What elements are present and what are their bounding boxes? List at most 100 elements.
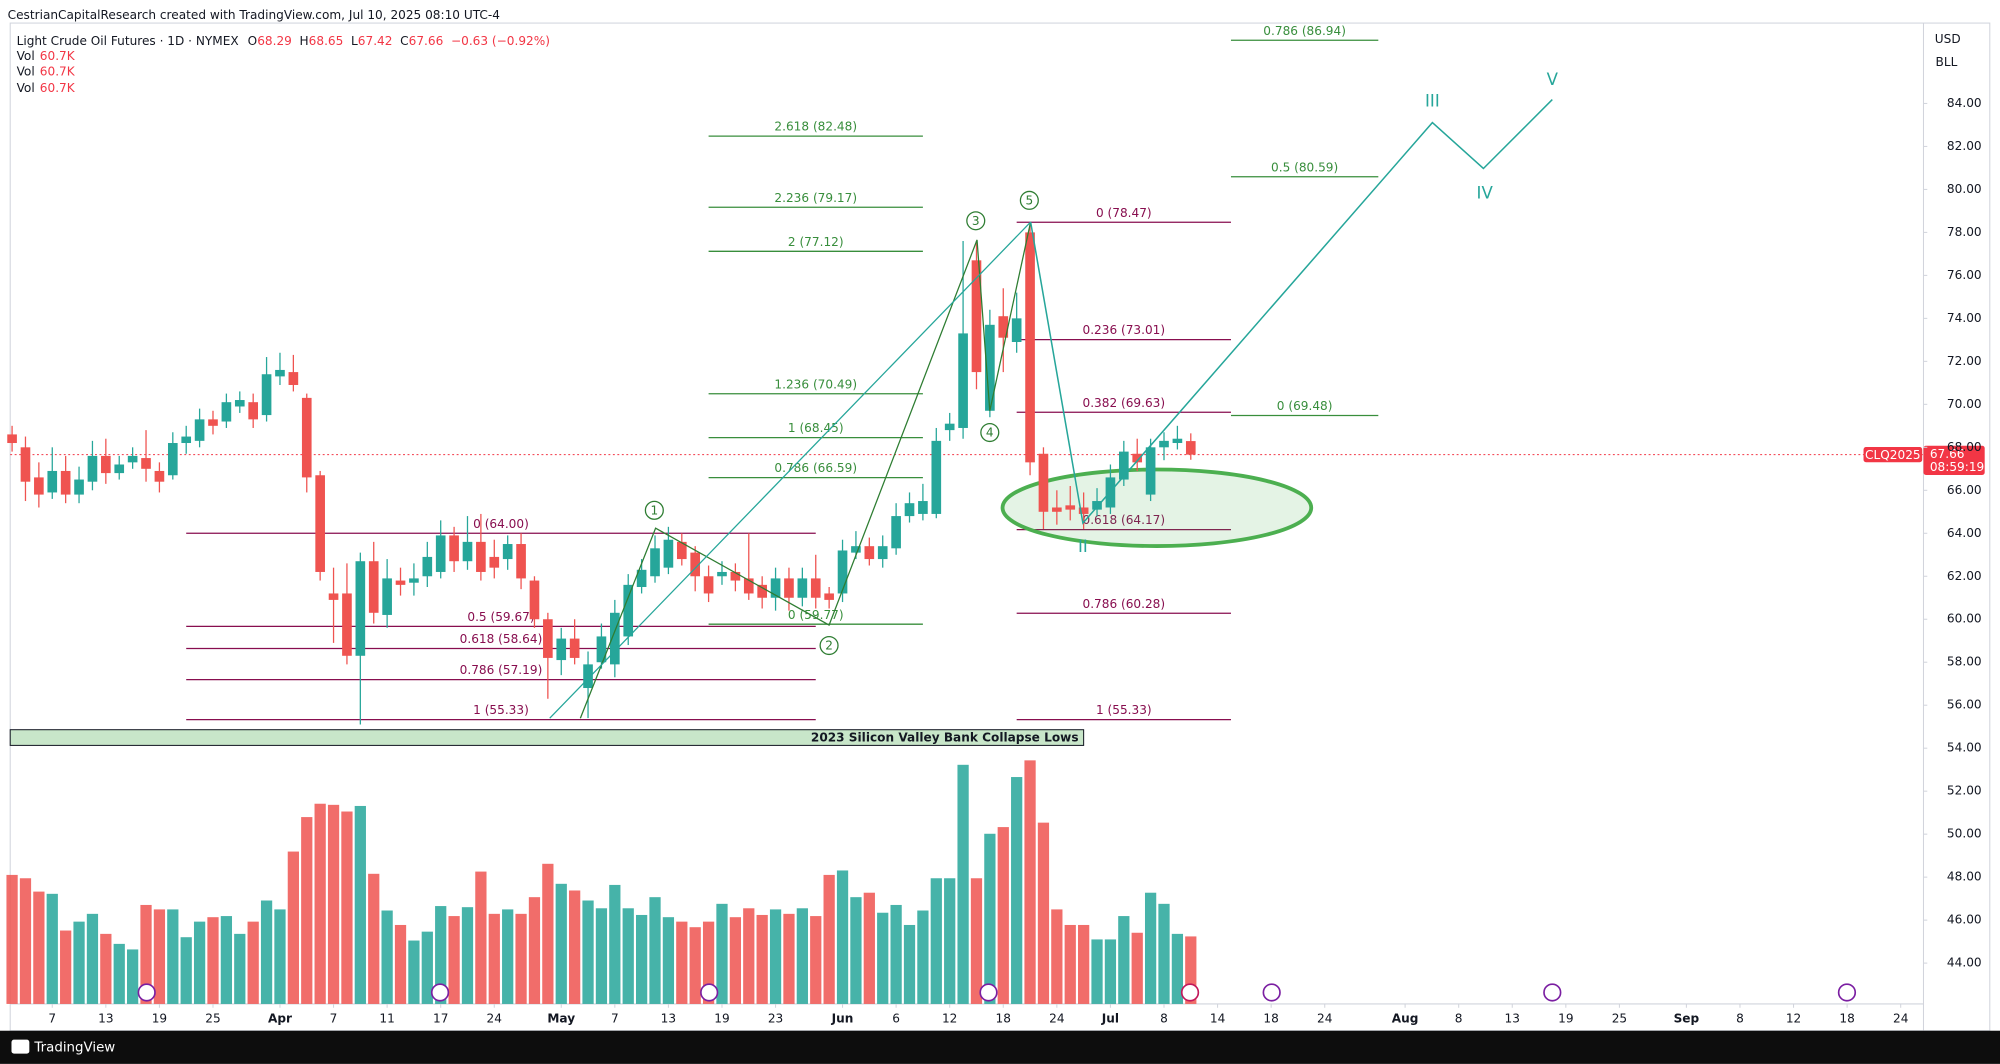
x-tick-label: 18 [1263, 1012, 1278, 1026]
candle-body [757, 584, 767, 598]
volume-bar [180, 937, 192, 1004]
volume-bar [1158, 903, 1170, 1004]
volume-bar [100, 933, 112, 1004]
candle-body [208, 419, 218, 426]
volume-bar [528, 897, 541, 1004]
x-tick-label: 14 [1210, 1012, 1226, 1026]
candle-body [985, 324, 995, 411]
volume-bar [944, 878, 956, 1004]
wave-label: 5 [1025, 194, 1033, 208]
x-tick-label: May [547, 1012, 575, 1026]
currency[interactable]: USD [1935, 32, 1961, 46]
volume-bar [33, 891, 45, 1004]
event-icon[interactable] [1180, 983, 1200, 1002]
volume-bar [301, 817, 313, 1004]
candle-body [1065, 505, 1076, 510]
volume-bar [368, 873, 380, 1004]
price-tag [1923, 445, 1985, 476]
fib-layer: 2.618 (82.48) 2.236 (79.17) 2 (77.12) 1.236… [186, 24, 1379, 721]
volume-bar [341, 811, 353, 1004]
candle-body [462, 541, 473, 562]
brand-logo [11, 1039, 30, 1054]
volume-bar [542, 863, 554, 1004]
volume-bar [756, 914, 768, 1004]
y-tick-label: 72.00 [1947, 354, 1982, 368]
wave-count-line [579, 221, 1032, 719]
volume-bar [394, 924, 407, 1004]
volume-bar [260, 900, 273, 1004]
x-tick-label: 19 [714, 1012, 729, 1026]
candle-body [529, 580, 540, 620]
y-tick-label: 60.00 [1947, 612, 1982, 626]
volume-bar [1185, 936, 1197, 1004]
x-tick-label: Aug [1392, 1012, 1419, 1026]
candle-body [636, 569, 647, 588]
candle-body [382, 578, 392, 615]
candle-body [770, 578, 781, 598]
y-tick-label: 82.00 [1947, 139, 1982, 153]
event-icon[interactable] [137, 983, 156, 1002]
price-tag-value: 67.66 [1930, 447, 1965, 461]
candle-body [1159, 440, 1169, 448]
candle-body [502, 544, 513, 560]
x-tick-label: Sep [1674, 1012, 1700, 1026]
fib-label: 1 (55.33) [473, 703, 529, 717]
volume-bar [488, 913, 500, 1004]
event-icon[interactable] [700, 983, 719, 1002]
volume-bar [1091, 939, 1103, 1004]
event-icon[interactable] [1543, 983, 1562, 1002]
candle-body [717, 571, 727, 577]
volume-bar [1104, 939, 1117, 1004]
volume-bar [60, 930, 72, 1004]
y-tick-label: 46.00 [1947, 913, 1982, 927]
candle-body [489, 556, 500, 568]
volume-bar [890, 904, 902, 1004]
candle-body [743, 578, 754, 594]
candle-body [1145, 447, 1156, 495]
candle-body [703, 576, 714, 594]
event-icon[interactable] [979, 983, 998, 1002]
fib-label: 0 (69.48) [1277, 399, 1333, 413]
fib-label: 0.786 (57.19) [460, 663, 543, 677]
wave-channel-line [549, 221, 1032, 719]
x-tick-label: 12 [942, 1012, 957, 1026]
volume-bar [167, 909, 179, 1004]
fib-label: 2.236 (79.17) [774, 191, 857, 205]
x-tick-label: 19 [152, 1012, 167, 1026]
y-tick-label: 80.00 [1947, 182, 1982, 196]
candle-body [328, 593, 339, 600]
candle-body [837, 550, 848, 594]
candle-body [288, 372, 299, 385]
volume-bar [582, 900, 594, 1004]
event-icon[interactable] [430, 983, 450, 1002]
volume-bar [957, 764, 969, 1004]
event-icon[interactable] [1837, 983, 1857, 1002]
wave-projection-line [1029, 99, 1553, 525]
fib-label: 0.786 (60.28) [1082, 597, 1165, 611]
candle-body [1118, 451, 1129, 480]
event-icon[interactable] [1262, 983, 1281, 1002]
y-tick-label: 50.00 [1947, 827, 1982, 841]
x-tick-label: 24 [1893, 1012, 1909, 1026]
candle-body [958, 333, 968, 428]
volume-bar [435, 906, 447, 1004]
wave-label: 4 [986, 426, 994, 440]
candle-body [409, 578, 419, 583]
brand[interactable]: TradingView [33, 1040, 115, 1055]
unit[interactable]: BLL [1936, 55, 1958, 69]
volume-bar [796, 908, 808, 1004]
volume-bar [475, 871, 487, 1004]
fib-label: 0.5 (80.59) [1271, 160, 1338, 174]
volume-bar [19, 878, 32, 1004]
axes: 44.00 46.00 48.00 50.00 52.00 54.00 56.00 58.00… [48, 96, 1981, 1026]
candle-body [904, 503, 915, 517]
ohlc-letter: H [300, 33, 309, 47]
ohlc-value: 67.42 [358, 33, 393, 47]
x-tick-label: 11 [379, 1012, 394, 1026]
symbol: Light Crude Oil Futures · 1D · NYMEX [17, 33, 239, 47]
fib-label: 2 (77.12) [788, 235, 844, 249]
candle-body [141, 458, 151, 469]
volume-bar [970, 878, 983, 1004]
candle-body [730, 571, 741, 581]
